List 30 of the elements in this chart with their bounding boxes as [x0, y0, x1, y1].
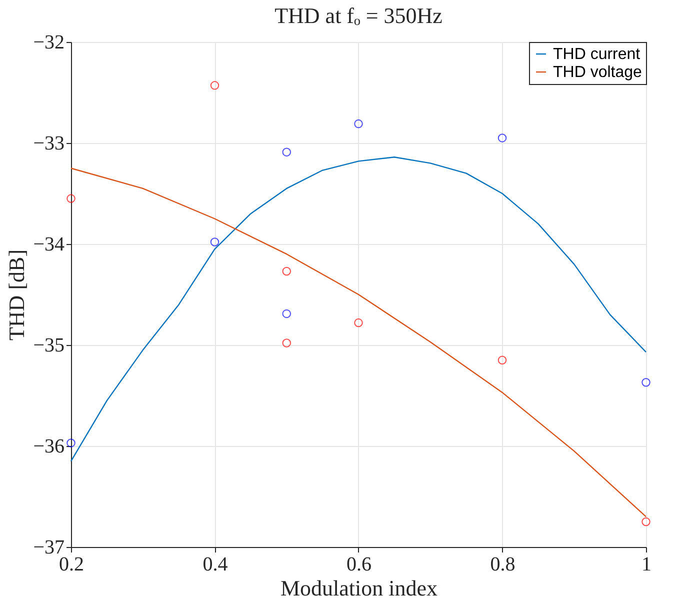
- point: [498, 134, 507, 142]
- y-axis-title: THD [dB]: [4, 249, 30, 341]
- point: [66, 194, 76, 203]
- line-series: [70, 156, 647, 462]
- point: [642, 517, 650, 526]
- x-tick-label: 0.4: [202, 554, 228, 576]
- y-tick-label: −34: [33, 234, 64, 256]
- x-tick-label: 1: [642, 554, 652, 576]
- point: [66, 438, 76, 448]
- y-tick-label: −35: [33, 334, 64, 356]
- point: [498, 356, 507, 365]
- y-tick-label: −33: [33, 132, 64, 154]
- x-axis-title: Modulation index: [280, 576, 438, 600]
- y-tick-label: −32: [33, 32, 64, 54]
- x-tick-label: 0.8: [490, 554, 516, 576]
- point: [282, 148, 291, 156]
- y-tick-label: −36: [33, 436, 64, 458]
- line-series: [70, 168, 647, 518]
- point: [210, 81, 220, 90]
- chart-title: THD at fₒ = 350Hz: [274, 3, 443, 28]
- point: [282, 338, 291, 348]
- point: [354, 119, 363, 128]
- legend-label: THD current: [553, 46, 641, 63]
- x-tick-label: 0.6: [346, 554, 372, 576]
- legend-label: THD voltage: [553, 64, 642, 81]
- point: [642, 378, 650, 387]
- point: [210, 238, 220, 246]
- point: [354, 318, 363, 328]
- point: [282, 266, 291, 276]
- point: [282, 309, 291, 318]
